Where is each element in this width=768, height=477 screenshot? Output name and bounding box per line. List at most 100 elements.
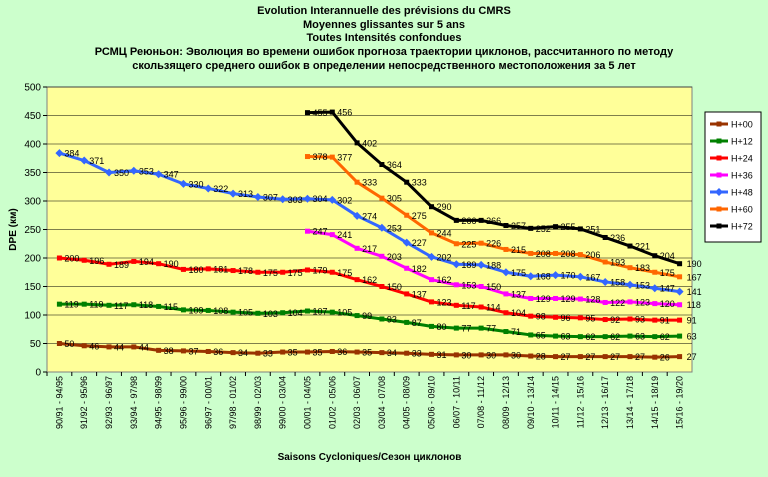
data-label-h60: 215 (511, 245, 526, 255)
data-label-h00: 27 (585, 352, 595, 362)
data-label-h12: 65 (536, 330, 546, 340)
legend-box (704, 111, 762, 243)
x-tick-label: 95/96 - 99/00 (178, 376, 188, 429)
data-point-h48 (650, 284, 659, 293)
data-label-h60: 275 (412, 211, 427, 221)
data-label-h72: 236 (610, 233, 625, 243)
data-label-h24: 162 (362, 275, 377, 285)
data-label-h12: 63 (635, 332, 645, 342)
data-point-h48 (229, 189, 238, 198)
data-label-h00: 28 (536, 352, 546, 362)
data-point-h00 (230, 350, 236, 356)
data-label-h12: 62 (585, 332, 595, 342)
data-point-h00 (354, 349, 360, 355)
x-tick-label: 11/12 - 15/16 (575, 376, 585, 428)
x-tick-label: 07/08 - 11/12 (476, 376, 486, 428)
data-point-h36 (528, 295, 534, 301)
data-label-h36: 123 (635, 297, 650, 307)
data-point-h48 (402, 238, 411, 247)
data-label-h00: 26 (660, 353, 670, 363)
data-label-h00: 37 (188, 346, 198, 356)
data-point-h60 (304, 154, 310, 160)
data-point-h00 (577, 354, 583, 360)
data-point-h00 (429, 351, 435, 357)
data-label-h12: 119 (89, 300, 103, 310)
data-point-h24 (255, 269, 261, 275)
x-tick-label: 00/01 - 04/05 (302, 376, 312, 429)
x-tick-label: 14/15 - 18/19 (650, 376, 660, 429)
data-label-h24: 95 (585, 313, 595, 323)
x-tick-label: 10/11 - 14/15 (551, 376, 561, 428)
data-label-h36: 129 (536, 294, 551, 304)
data-label-h48: 168 (536, 272, 551, 282)
data-label-h24: 114 (486, 303, 500, 313)
legend-label-h60: H+60 (731, 205, 753, 215)
x-tick-label: 96/97 - 00/01 (203, 376, 213, 429)
x-tick-label: 93/94 - 97/98 (129, 376, 139, 429)
legend-marker-h00 (716, 121, 722, 127)
data-label-h48: 227 (412, 238, 427, 248)
data-point-h36 (354, 245, 360, 251)
data-point-h24 (180, 266, 186, 272)
data-label-h60: 244 (437, 228, 452, 238)
data-label-h60: 333 (362, 178, 377, 188)
legend-label-h12: H+12 (731, 137, 753, 147)
legend-marker-h60 (716, 206, 722, 212)
data-label-h60: 167 (687, 272, 702, 282)
data-point-h48 (105, 168, 114, 177)
data-label-h48: 189 (461, 260, 476, 270)
data-point-h00 (205, 348, 211, 354)
data-point-h48 (452, 260, 461, 269)
data-label-h36: 247 (312, 227, 327, 237)
data-label-h72: 255 (561, 222, 576, 232)
legend-marker-h12 (716, 138, 722, 144)
data-point-h60 (652, 269, 658, 275)
data-label-h60: 378 (312, 152, 327, 162)
data-point-h00 (627, 354, 633, 360)
data-point-h72 (627, 243, 633, 249)
data-point-h12 (81, 301, 87, 307)
data-label-h48: 202 (437, 252, 452, 262)
data-point-h24 (379, 284, 385, 289)
data-point-h72 (577, 226, 583, 232)
data-point-h12 (429, 323, 435, 329)
data-label-h48: 175 (511, 268, 526, 278)
data-label-h36: 162 (437, 275, 452, 285)
data-label-h00: 27 (687, 352, 697, 362)
chart-title-line-2: Toutes Intensités confondues (306, 32, 461, 44)
data-label-h00: 30 (511, 350, 521, 360)
y-tick-label: 300 (24, 197, 41, 208)
data-label-h60: 175 (660, 268, 675, 278)
data-point-h48 (179, 179, 188, 188)
data-label-h00: 36 (337, 347, 347, 357)
data-label-h24: 104 (511, 308, 526, 318)
data-point-h36 (453, 282, 459, 288)
data-point-h60 (478, 240, 484, 246)
x-axis-label: Saisons Cycloniques/Сезон циклонов (278, 452, 462, 463)
data-label-h72: 402 (362, 138, 377, 148)
series-line-h36 (307, 229, 680, 307)
data-point-h48 (55, 149, 64, 158)
data-point-h12 (205, 307, 211, 313)
data-label-h48: 153 (635, 280, 650, 290)
data-label-h72: 266 (486, 216, 501, 226)
x-tick-label: 12/13 - 16/17 (600, 376, 610, 429)
y-tick-label: 500 (24, 83, 41, 94)
data-point-h36 (429, 277, 435, 283)
data-label-h24: 189 (114, 260, 129, 270)
data-label-h12: 87 (412, 318, 422, 328)
data-point-h24 (429, 299, 435, 305)
data-label-h12: 71 (511, 327, 521, 337)
data-label-h72: 221 (635, 242, 650, 252)
data-label-h00: 44 (114, 342, 124, 352)
data-point-h24 (602, 317, 608, 323)
data-point-h48 (328, 195, 337, 204)
data-label-h48: 384 (64, 149, 79, 159)
chart-title-line-3: РСМЦ Реюньон: Эволюция во времени ошибок… (95, 46, 674, 58)
data-point-h24 (106, 261, 112, 267)
data-point-h60 (354, 179, 360, 185)
data-label-h72: 455 (312, 108, 327, 118)
data-label-h12: 117 (114, 301, 128, 311)
y-tick-label: 250 (24, 225, 41, 236)
series-line-h24 (59, 256, 680, 322)
